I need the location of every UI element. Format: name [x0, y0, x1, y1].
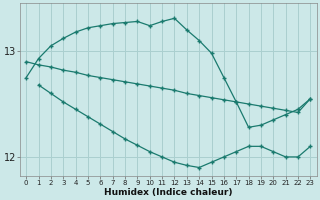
X-axis label: Humidex (Indice chaleur): Humidex (Indice chaleur) [104, 188, 233, 197]
